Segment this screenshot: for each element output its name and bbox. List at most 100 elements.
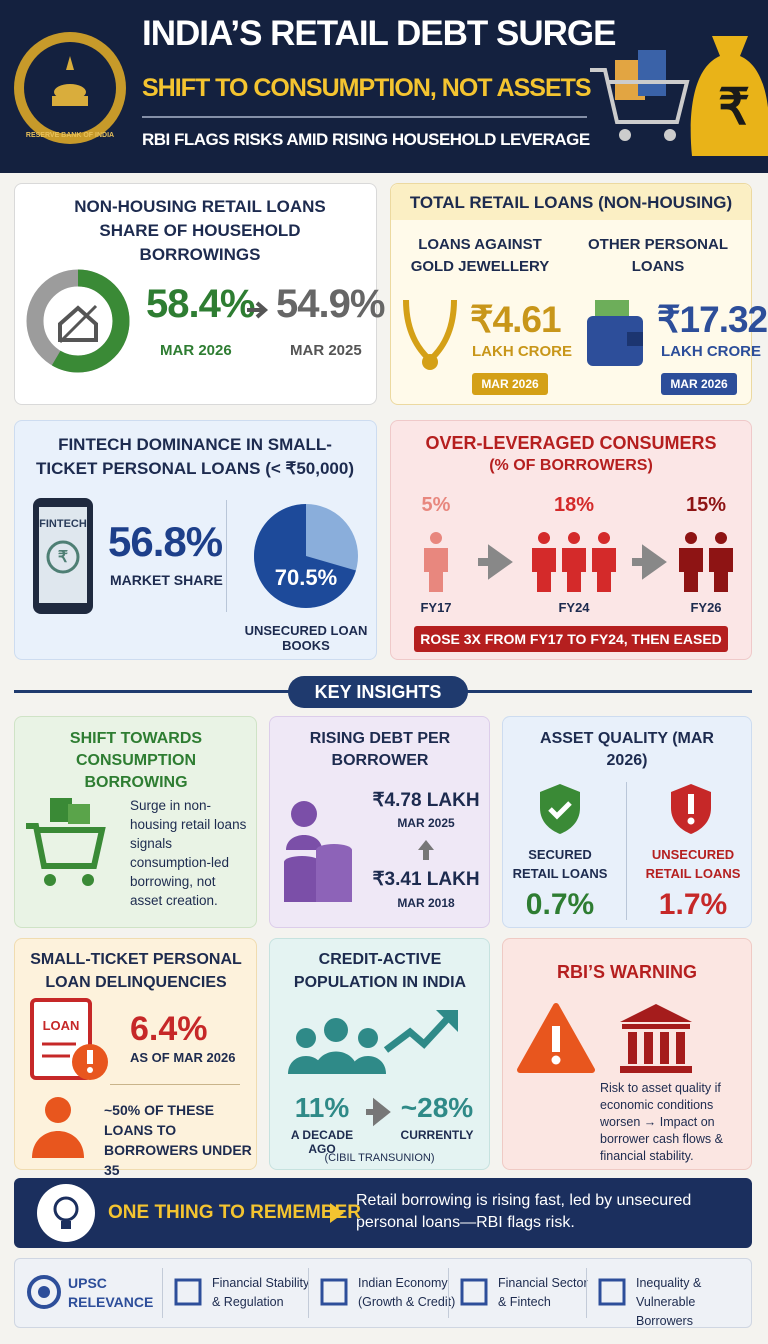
separator	[162, 1268, 163, 1318]
credit-past-label: A DECADE AGO	[290, 1128, 354, 1156]
arrow	[478, 544, 513, 580]
unsecured-value: 1.7%	[658, 888, 728, 921]
arrow	[366, 1097, 391, 1127]
people-icon	[679, 532, 733, 592]
leverage-value: 18%	[553, 494, 595, 516]
separator	[586, 1268, 587, 1318]
debt-current: ₹4.78 LAKH	[372, 790, 480, 811]
topic: Financial Sector & Fintech	[498, 1276, 588, 1309]
secured-value: 0.7%	[525, 888, 595, 921]
pie	[254, 504, 358, 608]
topic-icon	[174, 1278, 202, 1306]
consumption-title: SHIFT TOWARDS CONSUMPTION BORROWING	[69, 730, 203, 791]
people-icon	[532, 532, 616, 592]
warning-title: RBI’S WARNING	[556, 962, 697, 982]
arrow	[247, 301, 269, 319]
pie-slice	[254, 504, 356, 608]
share-previous: 54.9%	[276, 282, 385, 326]
necklace-icon	[403, 299, 457, 370]
fintech-share: 56.8%	[108, 518, 223, 565]
share-current-date: MAR 2026	[160, 342, 232, 359]
people-growth-icon	[288, 1010, 458, 1074]
leverage-value: 5%	[421, 494, 451, 516]
loan-icon-label: LOAN	[42, 1018, 80, 1033]
wallet-icon	[587, 300, 643, 366]
separator	[110, 1084, 240, 1085]
personal-value: ₹17.32	[657, 299, 768, 340]
shield-alert	[671, 784, 711, 834]
quality-card	[502, 716, 752, 928]
separator	[308, 1268, 309, 1318]
leverage-value: 15%	[685, 494, 727, 516]
logo-text: RESERVE BANK OF INDIA	[25, 132, 115, 139]
warning-text: Risk to asset quality if economic condit…	[600, 1081, 723, 1163]
phone-icon	[33, 498, 93, 614]
personal-unit: LAKH CRORE	[661, 343, 761, 360]
target-icon	[27, 1275, 61, 1309]
gold-value: ₹4.61	[470, 299, 562, 340]
leverage-year: FY26	[690, 600, 722, 615]
alert-icon	[517, 1003, 595, 1073]
topic: Indian Economy (Growth & Credit)	[358, 1276, 456, 1309]
share-previous-date: MAR 2025	[290, 342, 362, 359]
people-icon	[424, 532, 448, 592]
arrow-up	[418, 840, 434, 860]
remember-label: ONE THING TO REMEMBER	[108, 1202, 361, 1223]
cart-icon	[26, 798, 106, 886]
gold-label: LOANS AGAINST GOLD JEWELLERY	[410, 236, 550, 275]
unsecured-label: UNSECURED RETAIL LOANS	[645, 847, 741, 881]
credit-source: (CIBIL TRANSUNION)	[324, 1152, 435, 1164]
personal-date: MAR 2026	[661, 373, 737, 395]
insights-heading: KEY INSIGHTS	[288, 676, 468, 708]
bank-icon	[620, 1004, 692, 1073]
delinquency-date: AS OF MAR 2026	[130, 1050, 236, 1065]
delinquency-note: ~50% OF THESE LOANS TO BORROWERS UNDER 3…	[104, 1102, 252, 1178]
total-panel	[390, 183, 752, 405]
topic-icon	[320, 1278, 348, 1306]
footer	[14, 1258, 752, 1328]
share-donut	[26, 269, 130, 373]
delinquency-title: SMALL-TICKET PERSONAL LOAN DELINQUENCIES	[30, 951, 242, 991]
tagline: RBI FLAGS RISKS AMID RISING HOUSEHOLD LE…	[142, 130, 590, 149]
remember-bar	[14, 1178, 752, 1248]
remember-text: Retail borrowing is rising fast, led by …	[356, 1192, 692, 1231]
credit-title: CREDIT-ACTIVE POPULATION IN INDIA	[293, 951, 467, 991]
loan-doc-icon	[30, 998, 108, 1080]
credit-card	[269, 938, 490, 1170]
cart-icon	[590, 50, 690, 141]
share-title: NON-HOUSING RETAIL LOANS SHARE OF HOUSEH…	[74, 197, 326, 264]
debt-title: RISING DEBT PER BORROWER	[309, 730, 451, 769]
credit-past: 11%	[294, 1092, 350, 1123]
share-current: 58.4%	[146, 282, 255, 326]
debt-current-date: MAR 2025	[397, 816, 455, 830]
credit-now: ~28%	[400, 1092, 474, 1123]
total-header	[391, 184, 751, 220]
coins-icon	[284, 801, 352, 902]
shield-check	[540, 784, 580, 834]
topic-icon	[460, 1278, 488, 1306]
arrow	[330, 1203, 344, 1223]
rbi-logo	[14, 32, 126, 144]
phone-symbol: ₹	[57, 549, 69, 566]
relevance: UPSC RELEVANCE	[68, 1275, 154, 1310]
phone-label: FINTECH	[39, 518, 87, 530]
leverage-subtitle: (% OF BORROWERS)	[489, 457, 653, 474]
secured-label: SECURED RETAIL LOANS	[512, 847, 608, 881]
consumption-text: Surge in non-housing retail loans signal…	[130, 798, 247, 908]
separator	[448, 1268, 449, 1318]
leverage-year: FY24	[558, 600, 590, 615]
leverage-title: OVER-LEVERAGED CONSUMERS	[425, 433, 717, 453]
bag-symbol: ₹	[718, 79, 750, 135]
delinquency-value: 6.4%	[130, 1010, 208, 1048]
subtitle: SHIFT TO CONSUMPTION, NOT ASSETS	[142, 74, 592, 102]
separator	[626, 782, 627, 920]
fintech-title: FINTECH DOMINANCE IN SMALL-TICKET PERSON…	[36, 435, 354, 478]
topic-icon	[598, 1278, 626, 1306]
money-bag	[690, 36, 768, 156]
credit-now-label: CURRENTLY	[400, 1128, 474, 1142]
topic: Inequality & Vulnerable Borrowers	[636, 1276, 702, 1328]
leverage-year: FY17	[420, 600, 452, 615]
person-icon	[32, 1097, 84, 1158]
title: INDIA’S RETAIL DEBT SURGE	[142, 14, 616, 53]
